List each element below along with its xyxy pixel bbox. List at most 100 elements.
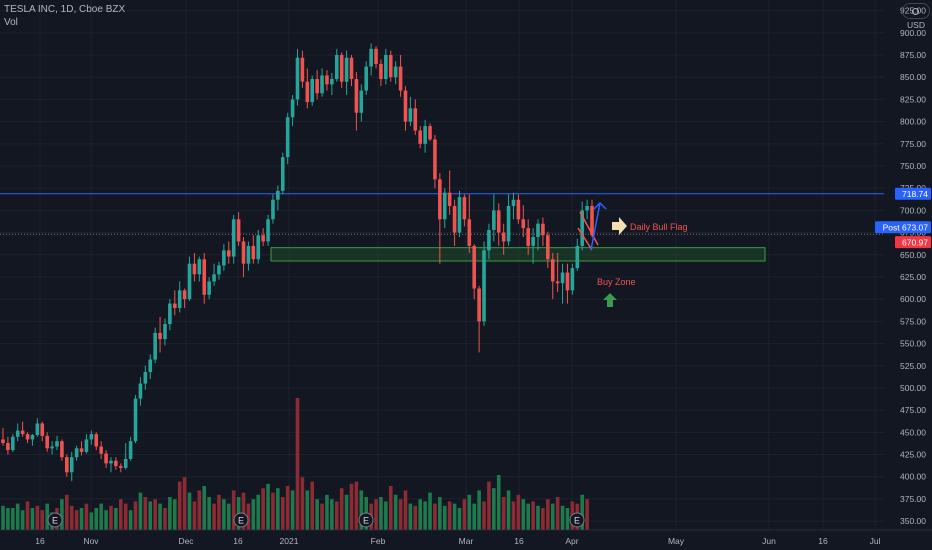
volume-bar (11, 508, 15, 530)
candle-body (330, 79, 334, 85)
candle-body (207, 281, 211, 295)
candle (89, 430, 94, 445)
candle-body (320, 75, 324, 94)
candle-body (187, 263, 192, 300)
candle (462, 194, 467, 227)
candle-body (123, 458, 128, 468)
time-axis[interactable]: 16 Nov Dec 16 2021 Feb Mar 16 Apr May Jun 16 Jul (0, 529, 932, 550)
volume-bar (310, 481, 315, 530)
volume-bar (531, 501, 535, 530)
candle (521, 205, 526, 238)
candle (182, 288, 187, 309)
candle (310, 75, 315, 106)
candle (457, 190, 462, 238)
volume-bar (457, 508, 462, 530)
candle (79, 441, 84, 456)
time-tick-label: Feb (371, 536, 386, 546)
buy-zone-rect (270, 247, 766, 262)
candle-body (388, 55, 393, 78)
candle (339, 52, 344, 88)
price-tick-label: 525.00 (900, 361, 926, 371)
volume-bar (30, 508, 35, 530)
candle-body (285, 117, 290, 158)
candle-body (35, 423, 40, 436)
candle-body (364, 66, 369, 91)
candle-body (496, 210, 501, 233)
price-tag-bg (895, 236, 931, 249)
currency-button[interactable]: USD (902, 3, 930, 30)
price-tag: Post 673.07 (875, 221, 931, 234)
price-axis[interactable]: 925.00900.00875.00850.00825.00800.00775.… (884, 0, 932, 530)
candle (153, 327, 157, 364)
volume-bar (35, 505, 40, 530)
volume-bar (550, 503, 555, 530)
candle (492, 194, 496, 242)
candle (506, 194, 511, 246)
candle (570, 263, 575, 295)
candle (197, 256, 202, 282)
volume-bar (536, 505, 540, 530)
candle (590, 199, 594, 238)
candle (15, 423, 20, 442)
volume-bar (222, 499, 226, 530)
candle-body (60, 441, 64, 458)
candle-body (384, 55, 388, 80)
candle (516, 194, 521, 224)
price-tag: 670.97 (895, 236, 931, 249)
time-tick-label: 16 (233, 536, 243, 546)
candle (251, 235, 256, 264)
candle-body (20, 430, 25, 435)
candle (305, 68, 310, 109)
candle-body (163, 324, 167, 340)
time-tick-label: Jun (762, 536, 776, 546)
symbol-title[interactable]: TESLA INC, 1D, Cboe BZX (4, 4, 126, 15)
volume-bar (487, 481, 491, 530)
candle (256, 229, 261, 264)
candle-body (482, 250, 486, 322)
candle (266, 214, 270, 246)
candle (330, 72, 334, 95)
candle-body (403, 90, 408, 122)
candle-body (15, 430, 20, 437)
volume-bar (271, 492, 275, 530)
candle-body (310, 79, 315, 103)
candle (438, 173, 442, 264)
volume-bar (231, 490, 236, 530)
earnings-circle (569, 512, 585, 528)
price-tick-label: 475.00 (900, 405, 926, 415)
volume-bar (295, 398, 300, 530)
candle (109, 457, 113, 473)
candle-body (119, 466, 123, 468)
volume-label[interactable]: Vol (4, 17, 18, 28)
candle-body (148, 359, 153, 372)
candle (300, 50, 305, 88)
candle (369, 43, 373, 76)
volume-bar (388, 486, 393, 530)
volume-bar (266, 483, 270, 530)
candle-body (575, 245, 580, 269)
volume-bar (207, 497, 211, 530)
candle-body (11, 436, 15, 451)
volume-bar (334, 501, 339, 530)
candle-body (50, 446, 54, 449)
candle (84, 434, 89, 454)
candle-body (467, 219, 472, 246)
volume-bar (560, 505, 565, 530)
volume-bar (379, 497, 383, 530)
candle-body (168, 303, 172, 325)
volume-bar (119, 499, 123, 530)
candle-body (541, 223, 545, 236)
volume-bar (452, 503, 457, 530)
candle-body (256, 235, 261, 260)
candle (236, 212, 241, 246)
volume-bar (251, 499, 256, 530)
volume-bar (246, 503, 251, 530)
drawings: Daily Bull Flag Buy Zone (577, 201, 688, 307)
candle (295, 48, 300, 106)
volume-bar (94, 508, 99, 530)
volume-bar (374, 499, 378, 530)
candle (94, 432, 99, 451)
candle (364, 61, 369, 95)
candle (334, 48, 339, 82)
